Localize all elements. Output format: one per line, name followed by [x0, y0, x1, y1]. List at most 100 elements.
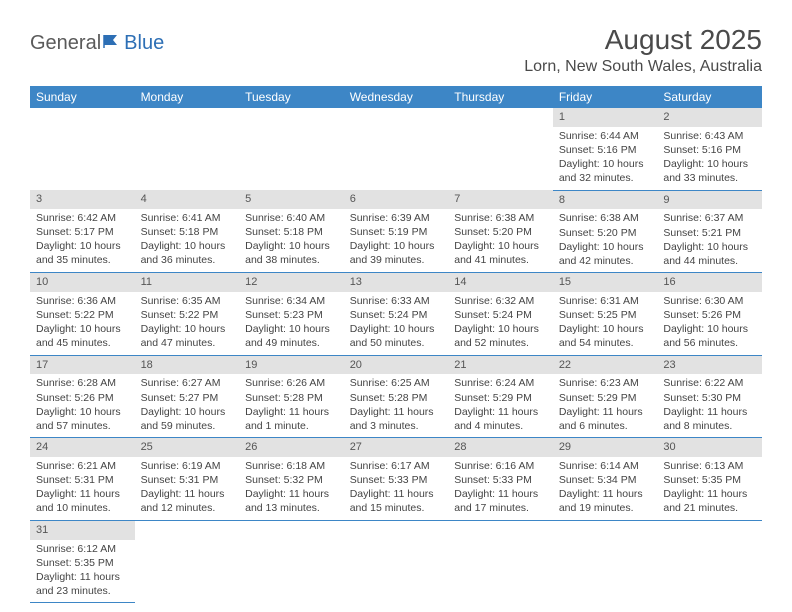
- day-number: 6: [344, 190, 449, 209]
- day-number: 27: [344, 438, 449, 457]
- sunset-text: Sunset: 5:16 PM: [663, 143, 756, 157]
- sunrise-text: Sunrise: 6:27 AM: [141, 376, 234, 390]
- calendar-cell: 12Sunrise: 6:34 AMSunset: 5:23 PMDayligh…: [239, 273, 344, 356]
- day-body: [344, 112, 449, 118]
- sunrise-text: Sunrise: 6:35 AM: [141, 294, 234, 308]
- daylight-text: Daylight: 11 hours and 15 minutes.: [350, 487, 443, 515]
- location: Lorn, New South Wales, Australia: [524, 58, 762, 76]
- day-number: 29: [553, 438, 658, 457]
- day-number: 5: [239, 190, 344, 209]
- calendar-week: 31Sunrise: 6:12 AMSunset: 5:35 PMDayligh…: [30, 520, 762, 603]
- day-body: [344, 525, 449, 531]
- day-body: [448, 112, 553, 118]
- calendar-cell: 26Sunrise: 6:18 AMSunset: 5:32 PMDayligh…: [239, 438, 344, 521]
- day-body: Sunrise: 6:22 AMSunset: 5:30 PMDaylight:…: [657, 374, 762, 437]
- day-number: 28: [448, 438, 553, 457]
- header-right: August 2025 Lorn, New South Wales, Austr…: [524, 24, 762, 76]
- daylight-text: Daylight: 10 hours and 52 minutes.: [454, 322, 547, 350]
- day-number: 4: [135, 190, 240, 209]
- day-body: Sunrise: 6:13 AMSunset: 5:35 PMDaylight:…: [657, 457, 762, 520]
- sunset-text: Sunset: 5:32 PM: [245, 473, 338, 487]
- daylight-text: Daylight: 11 hours and 13 minutes.: [245, 487, 338, 515]
- daylight-text: Daylight: 11 hours and 10 minutes.: [36, 487, 129, 515]
- daylight-text: Daylight: 10 hours and 59 minutes.: [141, 405, 234, 433]
- day-body: Sunrise: 6:19 AMSunset: 5:31 PMDaylight:…: [135, 457, 240, 520]
- day-body: Sunrise: 6:39 AMSunset: 5:19 PMDaylight:…: [344, 209, 449, 272]
- day-number: 7: [448, 190, 553, 209]
- sunset-text: Sunset: 5:33 PM: [350, 473, 443, 487]
- day-number: 19: [239, 356, 344, 375]
- day-number: 21: [448, 356, 553, 375]
- sunrise-text: Sunrise: 6:36 AM: [36, 294, 129, 308]
- day-body: Sunrise: 6:38 AMSunset: 5:20 PMDaylight:…: [553, 209, 658, 272]
- calendar-cell: 19Sunrise: 6:26 AMSunset: 5:28 PMDayligh…: [239, 355, 344, 438]
- day-body: Sunrise: 6:34 AMSunset: 5:23 PMDaylight:…: [239, 292, 344, 355]
- page-header: General Blue August 2025 Lorn, New South…: [30, 24, 762, 76]
- calendar-cell: 11Sunrise: 6:35 AMSunset: 5:22 PMDayligh…: [135, 273, 240, 356]
- calendar-week: 17Sunrise: 6:28 AMSunset: 5:26 PM Dayligh…: [30, 355, 762, 438]
- day-body: Sunrise: 6:24 AMSunset: 5:29 PMDaylight:…: [448, 374, 553, 437]
- calendar-cell: [553, 520, 658, 603]
- daylight-text: Daylight: 11 hours and 23 minutes.: [36, 570, 129, 598]
- daylight-text: Daylight: 10 hours and 42 minutes.: [559, 240, 652, 268]
- sunset-text: Sunset: 5:27 PM: [141, 391, 234, 405]
- day-body: [239, 112, 344, 118]
- sunset-text: Sunset: 5:28 PM: [350, 391, 443, 405]
- daylight-text: Daylight: 10 hours and 56 minutes.: [663, 322, 756, 350]
- day-number: 20: [344, 356, 449, 375]
- calendar-cell: 23Sunrise: 6:22 AMSunset: 5:30 PMDayligh…: [657, 355, 762, 438]
- calendar-cell: 21Sunrise: 6:24 AMSunset: 5:29 PMDayligh…: [448, 355, 553, 438]
- calendar-cell: [135, 108, 240, 190]
- day-number: 17: [30, 356, 135, 375]
- day-body: Sunrise: 6:42 AMSunset: 5:17 PMDaylight:…: [30, 209, 135, 272]
- sunset-text: Sunset: 5:35 PM: [36, 556, 129, 570]
- day-body: Sunrise: 6:16 AMSunset: 5:33 PMDaylight:…: [448, 457, 553, 520]
- day-number: 23: [657, 356, 762, 375]
- sunset-text: Sunset: 5:35 PM: [663, 473, 756, 487]
- sunrise-text: Sunrise: 6:26 AM: [245, 376, 338, 390]
- sunrise-text: Sunrise: 6:28 AM: [36, 376, 129, 390]
- day-body: Sunrise: 6:37 AMSunset: 5:21 PMDaylight:…: [657, 209, 762, 272]
- day-body: Sunrise: 6:27 AMSunset: 5:27 PMDaylight:…: [135, 374, 240, 437]
- day-number: 8: [553, 191, 658, 210]
- sunset-text: Sunset: 5:26 PM: [36, 391, 129, 405]
- daylight-text: Daylight: 10 hours and 54 minutes.: [559, 322, 652, 350]
- sunset-text: Sunset: 5:24 PM: [454, 308, 547, 322]
- sunrise-text: Sunrise: 6:32 AM: [454, 294, 547, 308]
- sunset-text: Sunset: 5:31 PM: [141, 473, 234, 487]
- calendar-cell: 30Sunrise: 6:13 AMSunset: 5:35 PMDayligh…: [657, 438, 762, 521]
- calendar-cell: [448, 108, 553, 190]
- sunrise-text: Sunrise: 6:13 AM: [663, 459, 756, 473]
- sunrise-text: Sunrise: 6:22 AM: [663, 376, 756, 390]
- day-body: Sunrise: 6:33 AMSunset: 5:24 PMDaylight:…: [344, 292, 449, 355]
- sunrise-text: Sunrise: 6:18 AM: [245, 459, 338, 473]
- daylight-text: Daylight: 11 hours and 1 minute.: [245, 405, 338, 433]
- day-body: Sunrise: 6:41 AMSunset: 5:18 PMDaylight:…: [135, 209, 240, 272]
- sunrise-text: Sunrise: 6:25 AM: [350, 376, 443, 390]
- day-body: Sunrise: 6:40 AMSunset: 5:18 PMDaylight:…: [239, 209, 344, 272]
- daylight-text: Daylight: 10 hours and 38 minutes.: [245, 239, 338, 267]
- day-body: Sunrise: 6:44 AMSunset: 5:16 PMDaylight:…: [553, 127, 658, 190]
- calendar-cell: 13Sunrise: 6:33 AMSunset: 5:24 PMDayligh…: [344, 273, 449, 356]
- day-body: [657, 525, 762, 531]
- calendar-cell: 18Sunrise: 6:27 AMSunset: 5:27 PMDayligh…: [135, 355, 240, 438]
- day-body: Sunrise: 6:38 AMSunset: 5:20 PMDaylight:…: [448, 209, 553, 272]
- sunrise-text: Sunrise: 6:24 AM: [454, 376, 547, 390]
- daylight-text: Daylight: 11 hours and 12 minutes.: [141, 487, 234, 515]
- sunrise-text: Sunrise: 6:21 AM: [36, 459, 129, 473]
- day-number: 15: [553, 273, 658, 292]
- calendar-week: 3Sunrise: 6:42 AMSunset: 5:17 PMDaylight…: [30, 190, 762, 273]
- sunset-text: Sunset: 5:16 PM: [559, 143, 652, 157]
- sunset-text: Sunset: 5:28 PM: [245, 391, 338, 405]
- calendar-cell: 6Sunrise: 6:39 AMSunset: 5:19 PMDaylight…: [344, 190, 449, 273]
- calendar-cell: 5Sunrise: 6:40 AMSunset: 5:18 PMDaylight…: [239, 190, 344, 273]
- daylight-text: Daylight: 10 hours and 32 minutes.: [559, 157, 652, 185]
- day-number: 1: [553, 108, 658, 127]
- logo-text-general: General: [30, 32, 101, 55]
- sunrise-text: Sunrise: 6:31 AM: [559, 294, 652, 308]
- day-body: [30, 112, 135, 118]
- day-number: 31: [30, 521, 135, 540]
- calendar-body: 1Sunrise: 6:44 AMSunset: 5:16 PMDaylight…: [30, 108, 762, 603]
- calendar-cell: 28Sunrise: 6:16 AMSunset: 5:33 PMDayligh…: [448, 438, 553, 521]
- daylight-text: Daylight: 10 hours and 49 minutes.: [245, 322, 338, 350]
